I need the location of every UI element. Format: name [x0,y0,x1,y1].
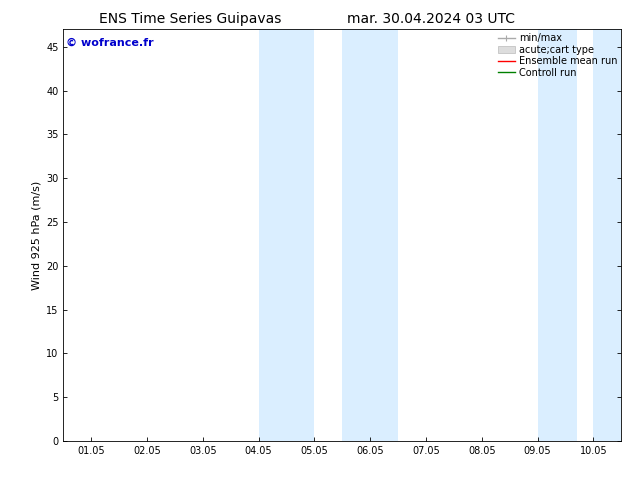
Bar [538,29,577,441]
Y-axis label: Wind 925 hPa (m/s): Wind 925 hPa (m/s) [32,181,42,290]
Bar [593,29,634,441]
Bar [342,29,398,441]
Text: ENS Time Series Guipavas: ENS Time Series Guipavas [99,12,281,26]
Bar [259,29,314,441]
Text: © wofrance.fr: © wofrance.fr [66,38,154,48]
Text: mar. 30.04.2024 03 UTC: mar. 30.04.2024 03 UTC [347,12,515,26]
Legend: min/max, acute;cart type, Ensemble mean run, Controll run: min/max, acute;cart type, Ensemble mean … [496,31,619,79]
